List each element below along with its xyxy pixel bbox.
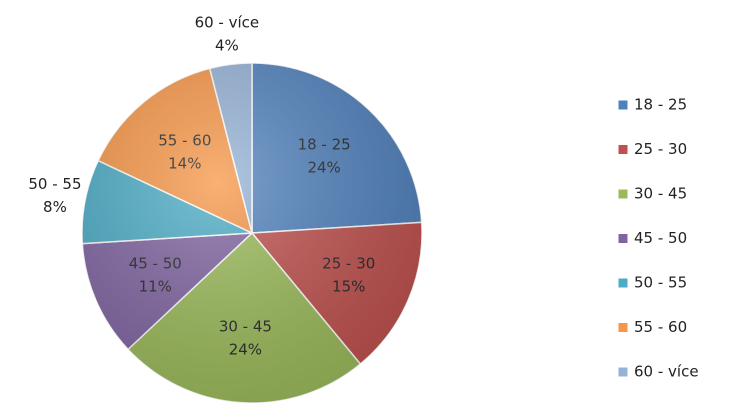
legend-swatch bbox=[617, 277, 629, 289]
slice-value-label: 24% bbox=[307, 159, 340, 177]
legend-label: 30 - 45 bbox=[634, 185, 687, 203]
slice-label: 25 - 30 bbox=[322, 254, 375, 272]
slice-value-label: 15% bbox=[332, 277, 365, 295]
legend-swatch bbox=[617, 144, 629, 155]
legend-label: 18 - 25 bbox=[634, 96, 687, 114]
legend-label: 25 - 30 bbox=[634, 140, 687, 158]
slice-label: 55 - 60 bbox=[158, 131, 211, 149]
legend-swatch bbox=[617, 188, 629, 200]
slice-value-label: 8% bbox=[43, 198, 67, 216]
legend-swatch bbox=[617, 99, 629, 111]
legend-swatch bbox=[617, 366, 629, 378]
legend-label: 60 - více bbox=[634, 363, 699, 381]
slice-value-label: 24% bbox=[229, 341, 262, 359]
legend-label: 55 - 60 bbox=[634, 318, 687, 336]
slice-label: 30 - 45 bbox=[219, 318, 272, 336]
slice-label: 45 - 50 bbox=[129, 254, 182, 272]
slice-label: 60 - více bbox=[195, 13, 260, 31]
legend: 18 - 25 25 - 30 30 - 45 45 - 50 50 - 55 55 - … bbox=[617, 96, 699, 381]
slice-label: 50 - 55 bbox=[28, 175, 81, 193]
slice-label: 18 - 25 bbox=[298, 136, 351, 154]
legend-swatch bbox=[617, 322, 629, 333]
slice-value-label: 4% bbox=[215, 36, 239, 54]
slice-value-label: 14% bbox=[168, 154, 201, 172]
legend-label: 50 - 55 bbox=[634, 274, 687, 292]
legend-swatch bbox=[617, 233, 629, 244]
slice-value-label: 11% bbox=[139, 277, 172, 295]
legend-label: 45 - 50 bbox=[634, 229, 687, 247]
